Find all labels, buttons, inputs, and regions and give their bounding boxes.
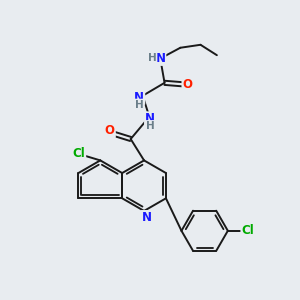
Text: O: O: [182, 78, 193, 91]
Text: N: N: [141, 211, 152, 224]
Text: N: N: [134, 91, 144, 104]
Text: H: H: [146, 121, 154, 131]
Text: N: N: [145, 112, 155, 125]
Text: H: H: [135, 100, 144, 110]
Text: O: O: [105, 124, 115, 137]
Text: Cl: Cl: [242, 224, 254, 237]
Text: N: N: [155, 52, 165, 65]
Text: Cl: Cl: [73, 147, 85, 160]
Text: H: H: [148, 53, 157, 64]
